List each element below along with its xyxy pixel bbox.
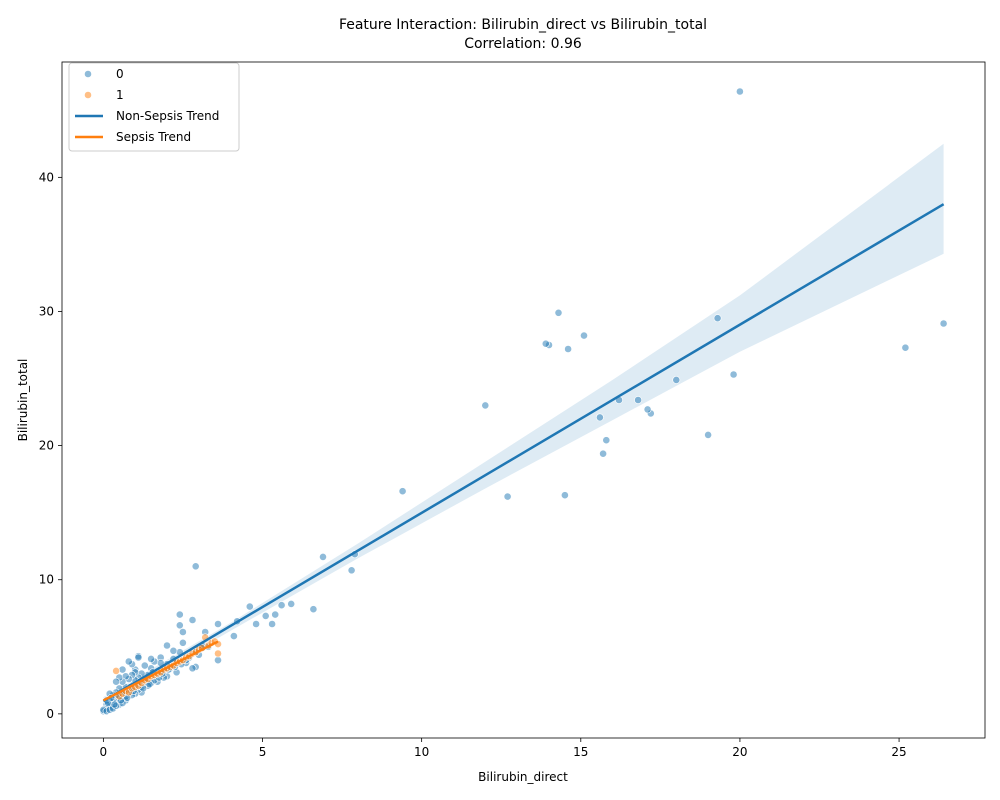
legend-marker-1: [84, 91, 92, 99]
y-tick-label-10: 10: [39, 573, 54, 587]
data-point-series-0-1: [939, 319, 948, 328]
data-point-series-0-76: [134, 653, 143, 662]
confidence-band-0: [103, 143, 944, 706]
trend-line-0: [102, 203, 945, 703]
x-tick-label-20: 20: [732, 745, 747, 759]
data-point-series-0-22: [398, 487, 407, 496]
data-point-series-0-20: [503, 492, 512, 501]
x-axis-ticks: 0 5 10 15 20 25: [100, 738, 907, 759]
data-point-series-0-3: [729, 370, 738, 379]
data-point-series-0-32: [252, 620, 260, 628]
data-point-series-0-5: [704, 430, 712, 439]
data-point-series-0-49: [175, 610, 184, 619]
y-tick-label-20: 20: [39, 439, 54, 453]
x-tick-label-0: 0: [100, 745, 108, 759]
data-point-series-0-35: [229, 632, 238, 640]
scatter-points-layer: [99, 87, 948, 716]
data-point-series-0-67: [147, 655, 155, 663]
data-point-series-0-50: [175, 621, 184, 630]
data-point-series-1-32: [214, 649, 222, 658]
x-tick-label-25: 25: [891, 745, 906, 759]
legend: 0 1 Non-Sepsis Trend Sepsis Trend: [68, 62, 240, 152]
legend-marker-0: [84, 70, 92, 78]
data-point-series-0-33: [245, 602, 254, 611]
legend-label-2: Non-Sepsis Trend: [116, 109, 219, 123]
data-point-series-0-100: [112, 677, 120, 686]
data-point-series-0-25: [319, 553, 327, 561]
data-point-series-0-15: [564, 345, 572, 353]
data-point-series-0-29: [271, 610, 280, 619]
y-axis-ticks: 0 10 20 30 40: [39, 170, 62, 721]
data-point-series-0-87: [124, 657, 133, 666]
data-point-series-1-0: [112, 667, 120, 675]
data-point-series-0-93: [118, 665, 127, 674]
chart-title: Feature Interaction: Bilirubin_direct vs…: [339, 17, 707, 33]
data-point-series-0-11: [602, 436, 611, 445]
data-point-series-0-37: [214, 656, 222, 665]
data-point-series-0-48: [178, 638, 187, 647]
data-point-series-0-17: [554, 308, 563, 317]
x-tick-label-10: 10: [414, 745, 429, 759]
data-point-series-0-54: [169, 646, 178, 655]
data-point-series-0-26: [309, 605, 318, 614]
data-point-series-0-6: [672, 375, 681, 384]
data-point-series-0-2: [901, 343, 910, 352]
data-point-series-0-0: [736, 87, 744, 96]
chart-subtitle: Correlation: 0.96: [464, 36, 582, 52]
y-tick-label-30: 30: [39, 304, 54, 318]
data-point-series-0-36: [214, 620, 222, 628]
y-tick-label-40: 40: [39, 170, 54, 184]
x-tick-label-15: 15: [573, 745, 588, 759]
x-tick-label-5: 5: [259, 745, 267, 759]
legend-label-3: Sepsis Trend: [116, 130, 191, 144]
data-point-series-0-41: [191, 562, 200, 571]
data-point-series-0-8: [643, 405, 652, 414]
legend-box: [68, 62, 240, 152]
trend-line-1: [102, 640, 219, 702]
y-axis-title: Bilirubin_total: [16, 359, 30, 442]
data-point-series-0-12: [599, 449, 607, 458]
data-point-series-0-28: [277, 601, 286, 610]
data-point-series-0-71: [140, 661, 149, 670]
data-point-series-0-47: [178, 628, 187, 636]
data-point-series-0-132: [110, 700, 119, 709]
data-point-series-0-9: [634, 396, 642, 404]
data-point-series-0-44: [188, 664, 197, 673]
data-point-series-0-30: [268, 620, 276, 628]
plot-frame: [61, 61, 986, 739]
trend-lines-layer: [102, 203, 945, 703]
data-point-series-0-4: [713, 314, 722, 323]
data-point-series-0-43: [188, 616, 197, 624]
legend-label-1: 1: [116, 88, 124, 102]
data-point-series-0-27: [287, 600, 296, 608]
data-point-series-0-24: [347, 566, 356, 575]
data-point-series-0-57: [163, 641, 171, 650]
data-point-series-0-19: [541, 339, 550, 348]
data-point-series-0-21: [481, 401, 490, 410]
data-point-series-0-16: [561, 491, 569, 500]
y-tick-label-0: 0: [46, 707, 54, 721]
confidence-band-layer: [103, 143, 944, 706]
data-point-series-0-31: [261, 612, 270, 620]
legend-label-0: 0: [116, 67, 124, 81]
x-axis-title: Bilirubin_direct: [478, 770, 568, 784]
data-point-series-0-14: [580, 331, 588, 340]
data-point-series-0-13: [596, 413, 604, 422]
